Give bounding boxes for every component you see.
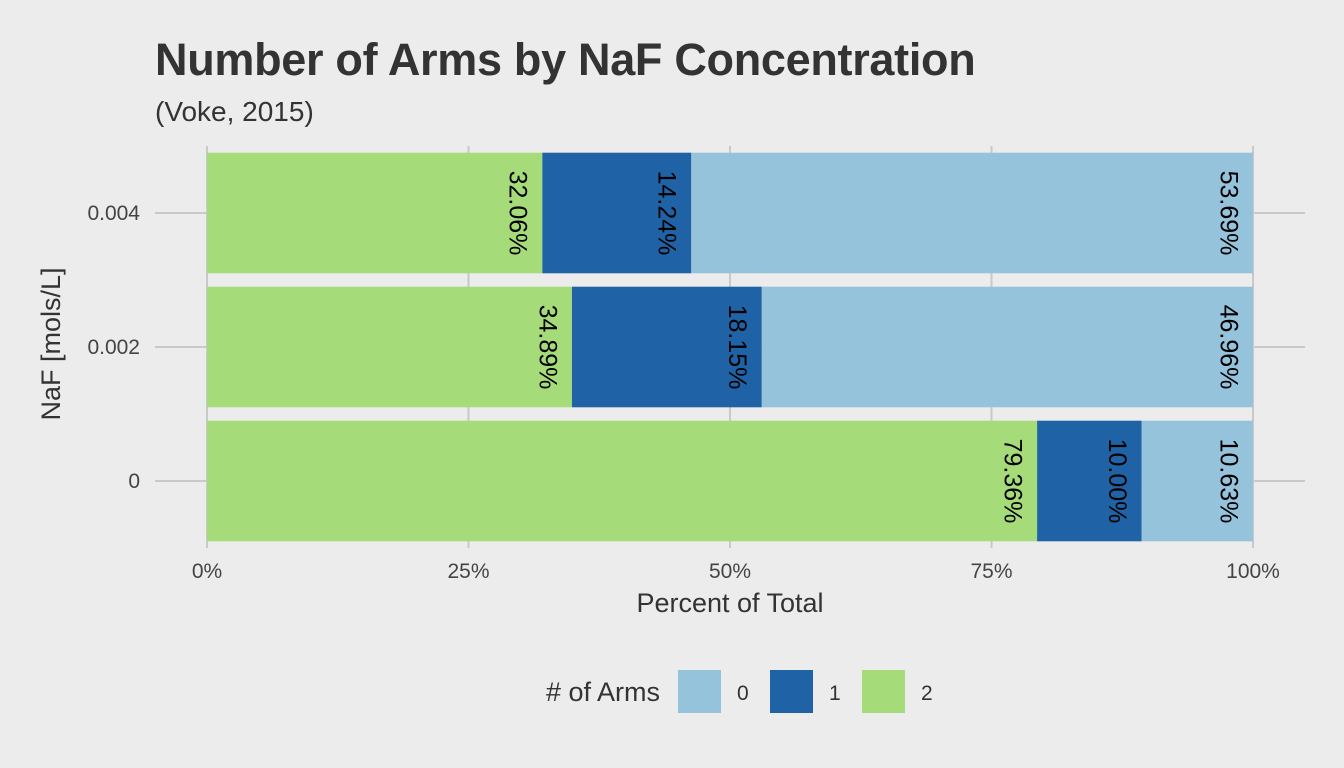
data-label: 46.96% — [1214, 305, 1242, 390]
legend-key — [862, 670, 905, 713]
x-axis-title: Percent of Total — [636, 588, 823, 618]
bar-segment — [761, 286, 1253, 408]
data-label: 32.06% — [504, 171, 532, 256]
y-tick-label: 0.002 — [87, 336, 140, 359]
x-tick-label: 50% — [709, 560, 751, 583]
bar-segment — [691, 152, 1253, 274]
x-tick-label: 0% — [192, 560, 222, 583]
legend-label: 1 — [829, 682, 841, 705]
bar-layer — [207, 152, 1253, 542]
legend-label: 2 — [921, 682, 933, 705]
x-tick-label: 75% — [970, 560, 1012, 583]
bar-segment — [207, 286, 572, 408]
data-label: 10.63% — [1214, 439, 1242, 524]
axis-layer: 0% 25% 50% 75% 100% 0 0.002 0.004 — [87, 202, 1279, 583]
bar-segment — [207, 420, 1038, 542]
legend-key — [678, 670, 721, 713]
x-tick-label: 25% — [447, 560, 489, 583]
data-label: 34.89% — [533, 305, 561, 390]
data-label: 10.00% — [1103, 439, 1131, 524]
bar-segment — [571, 286, 762, 408]
bar-segment — [207, 152, 543, 274]
data-label: 18.15% — [723, 305, 751, 390]
data-label: 14.24% — [653, 171, 681, 256]
y-tick-label: 0 — [128, 470, 140, 493]
chart-subtitle: (Voke, 2015) — [155, 96, 314, 127]
data-label: 53.69% — [1214, 171, 1242, 256]
bar-segment — [1141, 420, 1253, 542]
legend-title: # of Arms — [546, 677, 660, 707]
bar-label-layer: 79.36% 10.00% 10.63% 34.89% 18.15% 46.96% 32.0… — [504, 171, 1243, 524]
legend-label: 0 — [737, 682, 749, 705]
bar-segment — [1037, 420, 1142, 542]
y-tick-label: 0.004 — [87, 202, 140, 225]
x-tick-label: 100% — [1226, 560, 1280, 583]
bar-segment — [542, 152, 692, 274]
legend: # of Arms 0 1 2 — [546, 670, 933, 713]
legend-key — [770, 670, 813, 713]
chart-title: Number of Arms by NaF Concentration — [155, 34, 976, 85]
y-axis-title: NaF [mols/L] — [36, 267, 66, 420]
data-label: 79.36% — [998, 439, 1026, 524]
